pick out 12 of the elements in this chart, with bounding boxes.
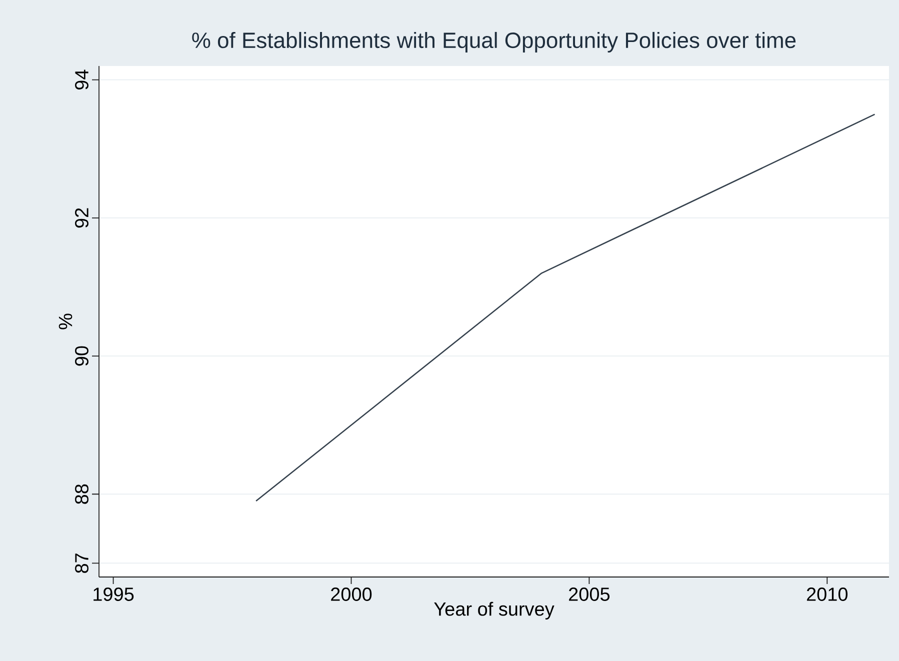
y-tick-label: 94 [75, 70, 88, 90]
y-axis-title: % [58, 314, 72, 330]
y-tick-label: 87 [75, 554, 88, 573]
y-tick-label: 88 [75, 484, 88, 504]
x-tick-label: 1995 [94, 588, 134, 601]
x-tick-label: 2005 [569, 588, 610, 601]
y-tick-label: 92 [75, 208, 88, 228]
y-tick-label: 90 [75, 346, 88, 366]
x-tick-label: 2010 [806, 588, 848, 601]
x-axis-title: Year of survey [434, 602, 554, 620]
chart-title: % of Establishments with Equal Opportunity Policies over time [192, 32, 796, 52]
x-tick-label: 2000 [331, 588, 372, 601]
